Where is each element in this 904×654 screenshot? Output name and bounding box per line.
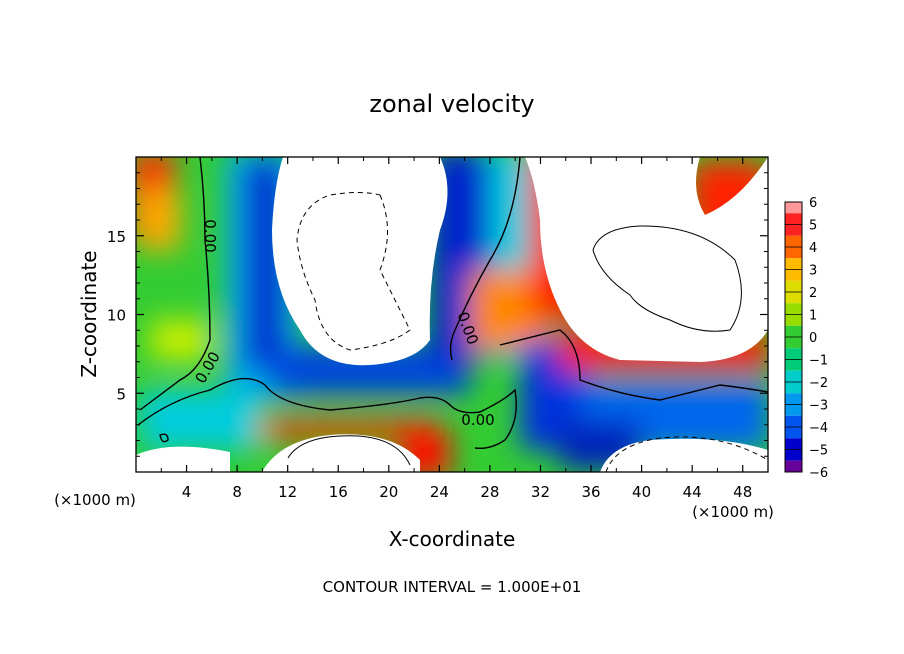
colorbar-label: −4 (809, 421, 828, 436)
x-tick-label: 4 (182, 483, 192, 501)
colorbar-swatch (785, 427, 802, 439)
x-tick-label: 16 (329, 483, 348, 501)
x-tick-label: 32 (531, 483, 550, 501)
colorbar-label: 6 (809, 196, 817, 211)
colorbar-swatch (785, 370, 802, 382)
x-multiplier-right: (×1000 m) (692, 503, 774, 521)
x-tick-label: 36 (581, 483, 600, 501)
colorbar-swatch (785, 202, 802, 214)
contour-small-loop (159, 433, 169, 443)
contour-thin-bottom (287, 435, 411, 466)
x-tick-label: 48 (733, 483, 752, 501)
colorbar-swatch (785, 460, 802, 472)
colorbar-label: 0 (809, 331, 817, 346)
contour-label: 0.00 (461, 411, 494, 429)
y-axis: 5 10 15 (107, 172, 768, 457)
colorbar-swatch (785, 303, 802, 315)
colorbar-label: 5 (809, 219, 817, 234)
y-axis-label: Z-coordinate (77, 250, 101, 377)
contour-zero-upper (449, 157, 521, 361)
contour-thin-right (592, 225, 742, 332)
colorbar-swatch (785, 224, 802, 236)
x-multiplier-left: (×1000 m) (54, 491, 136, 509)
x-tick-label: 20 (379, 483, 398, 501)
colorbar-swatch (785, 359, 802, 371)
colorbar-swatch (785, 382, 802, 394)
colorbar-swatch (785, 325, 802, 337)
colorbar-label: 2 (809, 286, 817, 301)
x-tick-label: 24 (430, 483, 449, 501)
colorbar: 6 5 4 3 2 1 0 −1 −2 −3 −4 −5 −6 (784, 196, 828, 481)
colorbar-swatch (785, 393, 802, 405)
colorbar-label: 4 (809, 241, 817, 256)
colorbar-label: −2 (809, 376, 828, 391)
x-axis-label: X-coordinate (389, 527, 516, 551)
contour-zero-middle (137, 377, 517, 450)
x-tick-label: 28 (480, 483, 499, 501)
contour-zero-right (499, 329, 768, 401)
x-axis: 4 8 12 16 20 24 28 32 36 40 44 48 (160, 157, 752, 501)
colorbar-swatch (785, 235, 802, 247)
x-tick-label: 44 (683, 483, 702, 501)
chart-title: zonal velocity (369, 90, 534, 118)
contour-label: 0.00 (201, 219, 219, 252)
x-tick-label: 12 (278, 483, 297, 501)
colorbar-swatch (785, 348, 802, 360)
colorbar-label: −5 (809, 444, 828, 459)
contour-dashed-bottom (605, 436, 768, 472)
colorbar-swatch (785, 449, 802, 461)
colorbar-label: 1 (809, 309, 817, 324)
colorbar-swatch (785, 247, 802, 259)
contour-zero-left (139, 157, 211, 411)
colorbar-swatch (785, 213, 802, 225)
colorbar-swatch (785, 337, 802, 349)
colorbar-label: −1 (809, 354, 828, 369)
colorbar-swatch (785, 314, 802, 326)
x-tick-label: 8 (232, 483, 242, 501)
colorbar-swatch (785, 258, 802, 270)
colorbar-label: 3 (809, 264, 817, 279)
colorbar-label: −3 (809, 399, 828, 414)
y-tick-label: 10 (107, 307, 126, 325)
colorbar-swatch (785, 438, 802, 450)
colorbar-swatch (785, 292, 802, 304)
x-tick-label: 40 (632, 483, 651, 501)
contour-interval-footer: CONTOUR INTERVAL = 1.000E+01 (323, 578, 582, 596)
colorbar-swatch (785, 415, 802, 427)
contour-lines (137, 157, 768, 472)
colorbar-swatch (785, 269, 802, 281)
colorbar-swatch (785, 280, 802, 292)
heatmap-field (136, 157, 768, 472)
colorbar-label: −6 (809, 466, 828, 481)
contour-dashed-left (296, 192, 411, 351)
y-tick-label: 5 (116, 385, 126, 403)
colorbar-swatch (785, 404, 802, 416)
y-tick-label: 15 (107, 228, 126, 246)
